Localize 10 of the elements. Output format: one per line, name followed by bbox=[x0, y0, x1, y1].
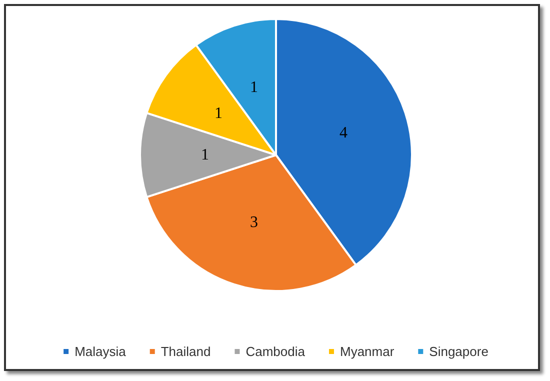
data-label: 1 bbox=[250, 78, 258, 96]
legend-label: Malaysia bbox=[74, 344, 127, 359]
data-label: 4 bbox=[340, 124, 348, 142]
data-label: 1 bbox=[201, 146, 209, 164]
data-label: 1 bbox=[214, 104, 223, 122]
legend-label: Myanmar bbox=[340, 344, 395, 359]
legend-label: Cambodia bbox=[246, 344, 306, 359]
legend-label: Singapore bbox=[429, 344, 488, 359]
legend-label: Thailand bbox=[160, 344, 211, 359]
data-label: 3 bbox=[250, 214, 258, 232]
